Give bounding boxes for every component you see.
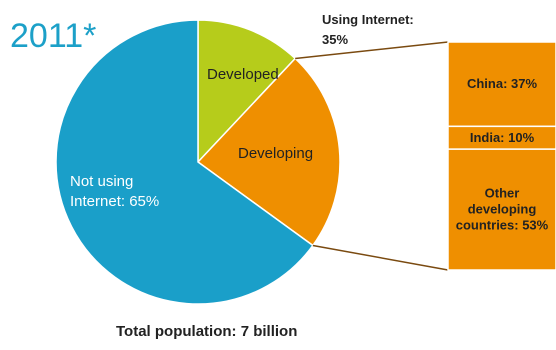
breakdown-segment-3 [447,148,556,271]
connector-lines [295,41,449,271]
slice-label-not-using: Not using Internet: 65% [70,173,159,210]
pie-slice-not-using [55,19,314,305]
pie-slice-developing [196,57,341,247]
connector-top [295,41,449,60]
slice-label-developing: Developing [238,145,313,162]
pie-labels: Developed Developing Not using Internet: 65… [70,66,313,210]
breakdown-bar: China: 37% India: 10% Other developing count… [447,41,556,271]
using-internet-annotation: Using Internet: 35% [322,12,414,47]
connector-bottom [312,244,449,271]
breakdown-label-1: China: 37% [467,76,538,91]
breakdown-label-2: India: 10% [470,130,535,145]
slice-label-developed: Developed [207,66,279,83]
pie-slice-developed [197,19,297,164]
chart-title: 2011* [10,17,96,55]
total-population-footer: Total population: 7 billion [116,323,297,340]
breakdown-label-3: Other developing countries: 53% [456,186,549,233]
pie-slices [55,19,341,305]
